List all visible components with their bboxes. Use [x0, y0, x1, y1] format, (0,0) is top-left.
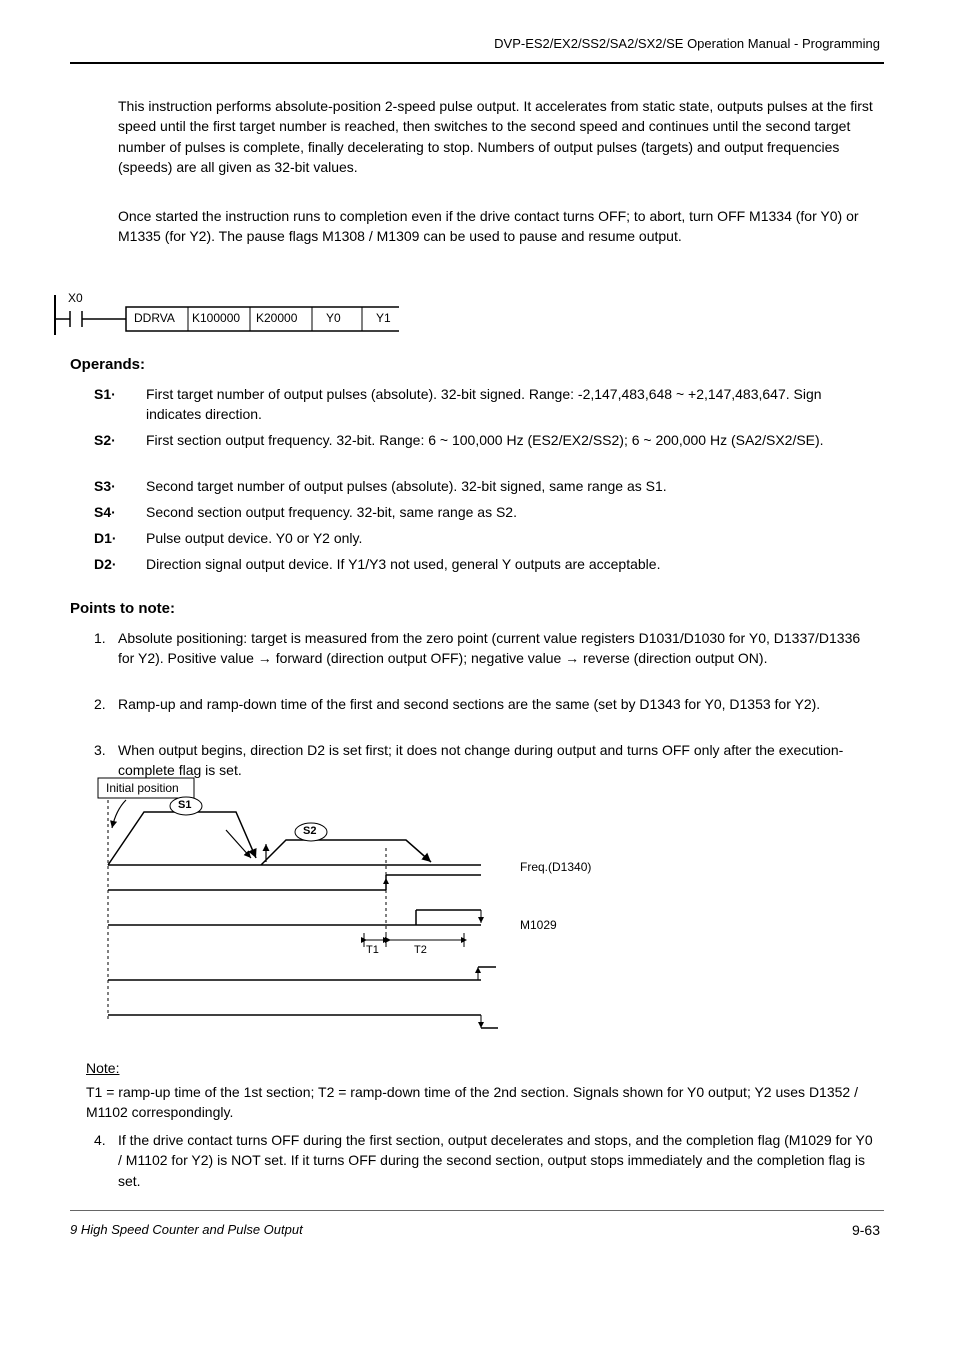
points-text-1: Ramp-up and ramp-down time of the first …: [118, 694, 878, 714]
points-heading: Points to note:: [70, 600, 175, 617]
operand-desc-4: Pulse output device. Y0 or Y2 only.: [146, 528, 878, 548]
points-bullet-3: 4.: [94, 1130, 108, 1150]
timing-box-label: Initial position: [106, 781, 179, 795]
timing-note-body: T1 = ramp-up time of the 1st section; T2…: [86, 1082, 878, 1123]
timing-diagram: Initial position S1 S2: [86, 770, 516, 1050]
points-bullet-2: 3.: [94, 740, 108, 760]
operand-desc-2: Second target number of output pulses (a…: [146, 476, 878, 496]
ladder-cell-4: Y1: [376, 311, 391, 325]
intro-para-2: Once started the instruction runs to com…: [118, 206, 878, 247]
timing-s2-bubble: S2: [303, 825, 316, 837]
operand-desc-0: First target number of output pulses (ab…: [146, 384, 878, 425]
footer-rule: [70, 1210, 884, 1211]
operand-desc-3: Second section output frequency. 32-bit,…: [146, 502, 878, 522]
timing-row-label-2: M1029: [520, 918, 557, 932]
operand-sym-5: D2·: [94, 554, 140, 574]
ladder-cell-0: DDRVA: [134, 311, 175, 325]
points-text-3: If the drive contact turns OFF during th…: [118, 1130, 878, 1191]
timing-s1-bubble: S1: [178, 799, 191, 811]
page-number: 9-63: [852, 1222, 880, 1238]
ladder-cell-1: K100000: [192, 311, 240, 325]
operand-sym-1: S2·: [94, 430, 140, 450]
ladder-cell-2: K20000: [256, 311, 297, 325]
footer-chapter: 9 High Speed Counter and Pulse Output: [70, 1222, 303, 1237]
ladder-diagram: X0 DDRVA K100000 K20000 Y0 Y1: [54, 295, 399, 335]
timing-note-label: Note:: [86, 1058, 119, 1078]
operand-sym-4: D1·: [94, 528, 140, 548]
page: DVP-ES2/EX2/SS2/SA2/SX2/SE Operation Man…: [0, 0, 954, 1350]
operand-desc-5: Direction signal output device. If Y1/Y3…: [146, 554, 878, 574]
timing-t2-label: T2: [414, 944, 427, 956]
operand-desc-1: First section output frequency. 32-bit. …: [146, 430, 878, 450]
points-text-0: Absolute positioning: target is measured…: [118, 628, 878, 669]
operands-heading: Operands:: [70, 356, 145, 373]
timing-row-label-0: Freq.(D1340): [520, 860, 591, 874]
ladder-cell-3: Y0: [326, 311, 341, 325]
operand-sym-2: S3·: [94, 476, 140, 496]
header-rule: [70, 62, 884, 64]
intro-para-1: This instruction performs absolute-posit…: [118, 96, 878, 177]
points-bullet-0: 1.: [94, 628, 108, 648]
ladder-contact-label: X0: [68, 291, 83, 305]
header-product-line: DVP-ES2/EX2/SS2/SA2/SX2/SE Operation Man…: [494, 36, 880, 51]
timing-t1-label: T1: [366, 944, 379, 956]
operand-sym-3: S4·: [94, 502, 140, 522]
points-bullet-1: 2.: [94, 694, 108, 714]
operand-sym-0: S1·: [94, 384, 140, 404]
